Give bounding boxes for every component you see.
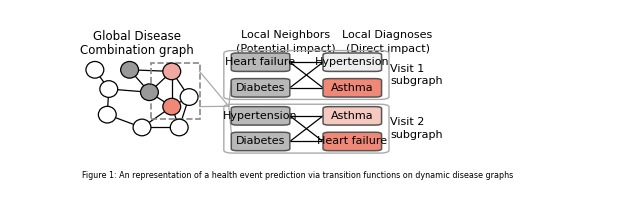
Text: Figure 1: An representation of a health event prediction via transition function: Figure 1: An representation of a health …: [83, 171, 514, 180]
Text: Visit 1
subgraph: Visit 1 subgraph: [390, 64, 443, 86]
Ellipse shape: [180, 89, 198, 105]
Ellipse shape: [163, 63, 180, 80]
FancyBboxPatch shape: [323, 79, 381, 97]
FancyBboxPatch shape: [323, 53, 381, 71]
Text: Heart failure: Heart failure: [225, 57, 296, 67]
FancyBboxPatch shape: [323, 107, 381, 125]
Ellipse shape: [170, 119, 188, 136]
Text: Asthma: Asthma: [331, 111, 374, 121]
Ellipse shape: [133, 119, 151, 136]
Text: Asthma: Asthma: [331, 83, 374, 93]
FancyBboxPatch shape: [231, 53, 290, 71]
Ellipse shape: [99, 106, 116, 123]
Text: Hypertension: Hypertension: [315, 57, 390, 67]
Ellipse shape: [86, 62, 104, 78]
Text: (Direct impact): (Direct impact): [346, 44, 429, 54]
Text: Visit 2
subgraph: Visit 2 subgraph: [390, 118, 443, 140]
FancyBboxPatch shape: [323, 132, 381, 151]
Text: Combination graph: Combination graph: [80, 44, 194, 57]
FancyBboxPatch shape: [231, 79, 290, 97]
Text: (Potential impact): (Potential impact): [236, 44, 335, 54]
Text: Local Neighbors: Local Neighbors: [241, 30, 330, 40]
Text: Local Diagnoses: Local Diagnoses: [342, 30, 433, 40]
Text: Heart failure: Heart failure: [317, 136, 387, 146]
Text: Diabetes: Diabetes: [236, 136, 285, 146]
Text: Hypertension: Hypertension: [223, 111, 298, 121]
FancyBboxPatch shape: [231, 107, 290, 125]
Ellipse shape: [100, 81, 118, 97]
Ellipse shape: [141, 84, 158, 100]
Ellipse shape: [163, 98, 180, 115]
Ellipse shape: [121, 62, 138, 78]
Text: Global Disease: Global Disease: [93, 30, 181, 43]
FancyBboxPatch shape: [231, 132, 290, 151]
Text: Diabetes: Diabetes: [236, 83, 285, 93]
